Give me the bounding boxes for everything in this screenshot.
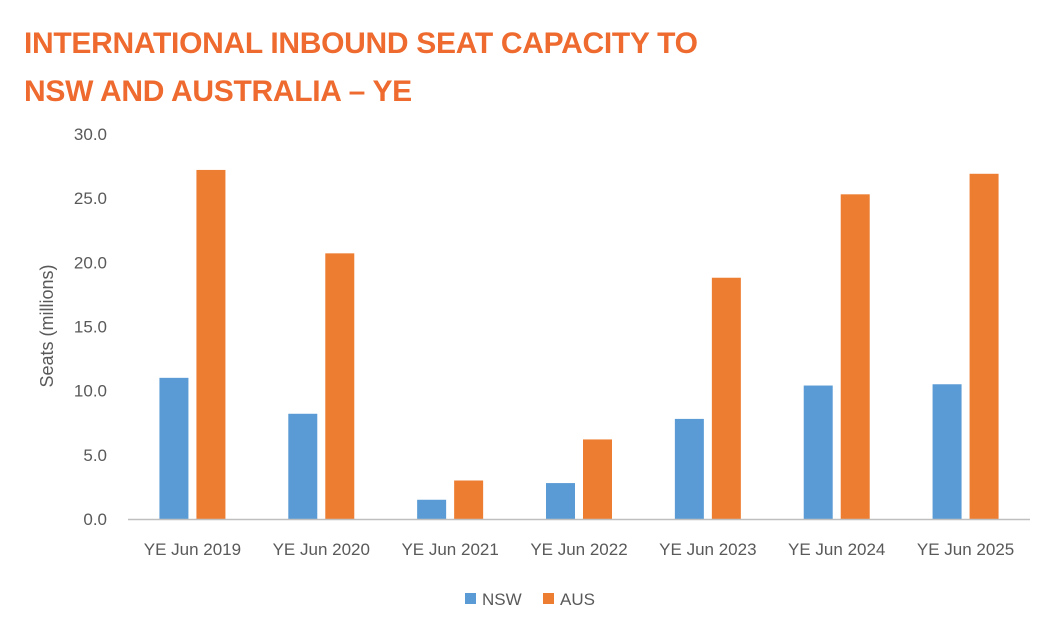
x-tick-label: YE Jun 2025 [917, 540, 1014, 559]
y-tick-label: 5.0 [83, 446, 107, 465]
bars [159, 169, 999, 520]
x-tick-label: YE Jun 2021 [401, 540, 498, 559]
bar-nsw-3 [417, 499, 447, 519]
legend-swatch-nsw [465, 593, 476, 604]
bar-nsw-6 [803, 385, 833, 519]
y-axis-ticks: 0.0 5.0 10.0 15.0 20.0 25.0 30.0 [74, 125, 107, 529]
chart-title-line-1: INTERNATIONAL INBOUND SEAT CAPACITY TO [24, 27, 698, 60]
y-tick-label: 10.0 [74, 382, 107, 401]
y-tick-label: 25.0 [74, 189, 107, 208]
bar-nsw-2 [288, 413, 318, 519]
legend-label-aus: AUS [560, 590, 595, 609]
bar-nsw-5 [674, 418, 704, 519]
x-tick-label: YE Jun 2022 [530, 540, 627, 559]
bar-aus-2 [325, 253, 355, 519]
bar-nsw-7 [932, 384, 962, 519]
bar-aus-4 [583, 439, 612, 519]
chart-title: INTERNATIONAL INBOUND SEAT CAPACITY TO N… [24, 20, 698, 116]
bar-aus-1 [196, 169, 226, 519]
x-axis-ticks: YE Jun 2019 YE Jun 2020 YE Jun 2021 YE Jun … [144, 540, 1015, 559]
y-tick-label: 0.0 [83, 510, 107, 529]
y-tick-label: 30.0 [74, 125, 107, 144]
x-tick-label: YE Jun 2019 [144, 540, 241, 559]
bar-nsw-4 [546, 483, 575, 519]
legend-swatch-aus [543, 593, 554, 604]
bar-aus-5 [711, 277, 741, 519]
bar-aus-7 [969, 173, 999, 520]
x-tick-label: YE Jun 2024 [788, 540, 885, 559]
y-tick-label: 15.0 [74, 318, 107, 337]
chart-title-line-2: NSW AND AUSTRALIA – YE [24, 75, 412, 108]
bar-nsw-1 [159, 377, 189, 519]
bar-aus-6 [840, 194, 870, 520]
x-tick-label: YE Jun 2023 [659, 540, 756, 559]
y-tick-label: 20.0 [74, 253, 107, 272]
legend: NSW AUS [465, 590, 595, 609]
bar-aus-3 [454, 480, 484, 519]
y-axis-label: Seats (millions) [37, 264, 57, 387]
legend-label-nsw: NSW [482, 590, 522, 609]
x-tick-label: YE Jun 2020 [273, 540, 370, 559]
